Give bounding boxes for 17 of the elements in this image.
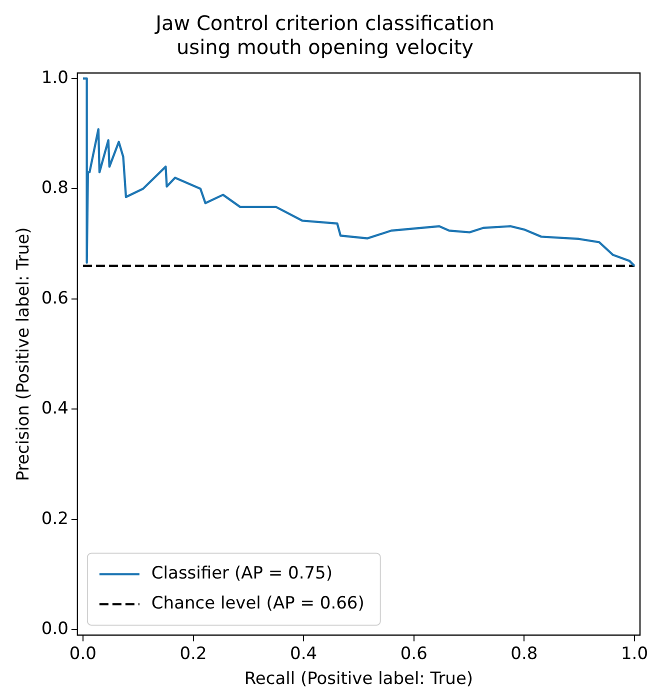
y-tick-label: 0.4 xyxy=(41,398,68,419)
x-tick-label: 0.2 xyxy=(180,644,207,664)
y-tick-label: 0.2 xyxy=(41,508,68,529)
y-tick-label: 1.0 xyxy=(41,68,68,88)
x-tick-label: 0.6 xyxy=(400,644,428,664)
y-tick-label: 0.8 xyxy=(41,178,68,198)
x-tick-label: 0.0 xyxy=(69,644,96,664)
chart-title: Jaw Control criterion classification using mouth opening velocity xyxy=(154,11,494,60)
legend-label: Chance level (AP = 0.66) xyxy=(151,594,364,614)
x-tick-label: 1.0 xyxy=(620,644,648,664)
legend-label: Classifier (AP = 0.75) xyxy=(151,564,332,584)
x-tick-label: 0.8 xyxy=(510,644,538,664)
y-tick-label: 0.6 xyxy=(41,288,68,308)
x-tick-label: 0.4 xyxy=(290,644,318,664)
x-axis-title: Recall (Positive label: True) xyxy=(244,669,474,690)
y-axis-title: Precision (Positive label: True) xyxy=(14,227,34,482)
y-tick-label: 0.0 xyxy=(41,619,68,640)
